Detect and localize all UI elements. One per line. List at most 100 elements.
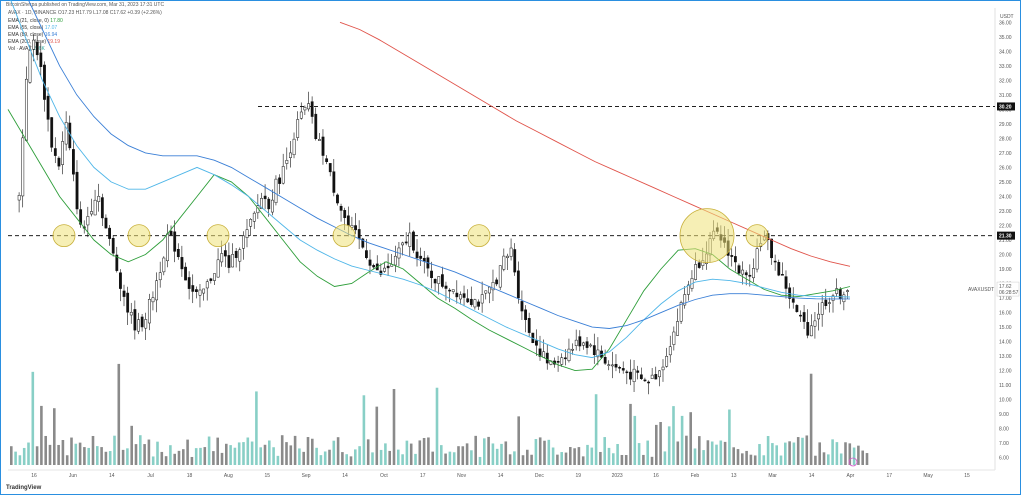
volume-bar bbox=[659, 422, 662, 465]
volume-bar bbox=[719, 440, 723, 465]
volume-bar bbox=[134, 444, 138, 465]
volume-bar bbox=[620, 454, 624, 465]
current-countdown-label: 06:28:57 bbox=[999, 290, 1019, 296]
candle-body bbox=[79, 209, 83, 225]
volume-bar bbox=[341, 452, 344, 465]
volume-bar bbox=[556, 454, 559, 465]
candle-body bbox=[415, 251, 419, 259]
candle-body bbox=[491, 282, 495, 291]
candle-body bbox=[574, 339, 578, 346]
y-tick-label: 25.00 bbox=[999, 180, 1012, 186]
candle-body bbox=[437, 276, 441, 284]
candle-body bbox=[412, 231, 415, 251]
candle-body bbox=[509, 247, 513, 257]
volume-bar bbox=[865, 453, 869, 465]
candle-body bbox=[611, 364, 614, 367]
candle-body bbox=[274, 178, 278, 203]
x-tick-label: 13 bbox=[731, 473, 737, 479]
volume-bar bbox=[323, 451, 327, 465]
ema-line bbox=[10, 0, 851, 359]
x-tick-label: 14 bbox=[809, 473, 815, 479]
candle-body bbox=[234, 250, 238, 258]
candle-body bbox=[64, 122, 68, 145]
candle-body bbox=[694, 264, 698, 280]
volume-bar bbox=[517, 416, 520, 465]
volume-bar bbox=[805, 435, 809, 465]
candle-body bbox=[596, 349, 600, 358]
candle-body bbox=[469, 298, 473, 305]
candle-body bbox=[658, 370, 661, 378]
volume-bar bbox=[349, 456, 353, 465]
volume-bar bbox=[457, 446, 460, 465]
candle-body bbox=[806, 322, 810, 336]
candle-body bbox=[817, 313, 820, 320]
candle-body bbox=[97, 195, 101, 202]
candle-body bbox=[466, 298, 470, 303]
volume-bar bbox=[225, 443, 228, 465]
volume-bar bbox=[547, 439, 551, 465]
legend-ema21[interactable]: EMA (21, close, 0) 17.80 bbox=[8, 18, 63, 24]
volume-bar bbox=[741, 453, 744, 465]
volume-bar bbox=[766, 436, 770, 465]
candle-body bbox=[556, 361, 560, 363]
volume-bar bbox=[315, 447, 318, 465]
volume-bar bbox=[814, 455, 817, 465]
volume-bar bbox=[35, 446, 39, 465]
candle-body bbox=[752, 268, 755, 279]
candle-body bbox=[137, 319, 140, 332]
candle-body bbox=[133, 309, 137, 331]
volume-bar bbox=[831, 439, 834, 465]
volume-bar bbox=[160, 451, 164, 465]
volume-bar bbox=[371, 452, 374, 465]
volume-bar bbox=[461, 446, 465, 465]
candle-body bbox=[119, 272, 122, 289]
volume-bar bbox=[418, 440, 422, 465]
y-tick-label: 32.00 bbox=[999, 78, 1012, 84]
x-tick-label: Oct bbox=[380, 473, 388, 479]
candle-body bbox=[191, 285, 195, 292]
candle-body bbox=[111, 238, 115, 254]
volume-bar bbox=[685, 435, 688, 465]
legend-ema89[interactable]: EMA (89, close) 16.94 bbox=[8, 32, 57, 38]
volume-bar bbox=[10, 446, 13, 465]
candle-body bbox=[100, 197, 104, 219]
candle-body bbox=[263, 195, 267, 200]
replay-marker bbox=[848, 457, 858, 467]
y-tick-label: 15.00 bbox=[999, 325, 1012, 331]
x-tick-label: 17 bbox=[886, 473, 892, 479]
candle-body bbox=[802, 312, 806, 322]
volume-bar bbox=[280, 435, 284, 465]
candle-body bbox=[296, 119, 300, 138]
volume-bar bbox=[504, 441, 508, 465]
legend-volume[interactable]: Vol · AVAX 246K bbox=[8, 46, 45, 52]
volume-bar bbox=[698, 436, 701, 465]
candle-body bbox=[697, 262, 701, 268]
y-tick-label: 24.00 bbox=[999, 194, 1012, 200]
volume-bar bbox=[246, 437, 250, 465]
candle-body bbox=[147, 299, 151, 324]
volume-bar bbox=[311, 438, 314, 465]
symbol-tag: AVAXUSDT bbox=[968, 287, 994, 293]
x-tick-label: 16 bbox=[653, 473, 659, 479]
candle-body bbox=[289, 152, 292, 158]
volume-bar bbox=[229, 445, 232, 465]
ticker-line[interactable]: AVAX · 1D, BINANCE O17.23 H17.79 L17.08 … bbox=[8, 10, 162, 16]
candle-body bbox=[755, 248, 759, 270]
volume-bar bbox=[345, 454, 348, 465]
volume-bar bbox=[749, 454, 753, 465]
volume-bar bbox=[607, 447, 611, 465]
volume-bar bbox=[577, 447, 581, 465]
candle-body bbox=[744, 272, 748, 276]
candle-body bbox=[307, 103, 310, 110]
volume-bar bbox=[702, 450, 705, 465]
candle-body bbox=[676, 321, 679, 336]
x-tick-label: 19 bbox=[575, 473, 581, 479]
candle-body bbox=[770, 238, 773, 259]
legend-ema55[interactable]: EMA (55, close) 17.07 bbox=[8, 25, 57, 31]
volume-bar bbox=[375, 406, 379, 465]
candle-body bbox=[639, 374, 643, 379]
candle-body bbox=[336, 194, 339, 204]
candle-body bbox=[314, 113, 318, 139]
candle-body bbox=[270, 199, 274, 213]
